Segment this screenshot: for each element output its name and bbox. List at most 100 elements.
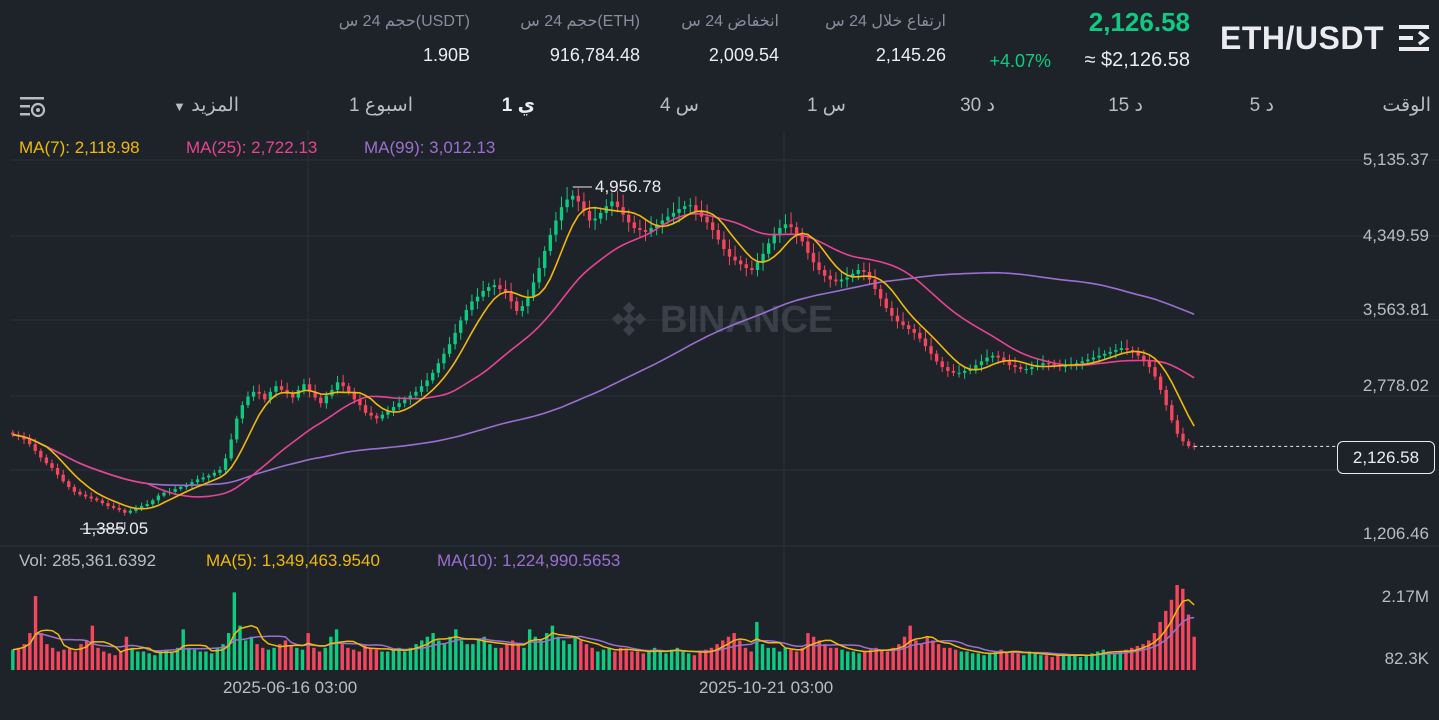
candle-body (716, 230, 720, 240)
candle-body (582, 201, 586, 211)
volume-bar (596, 651, 600, 670)
candle-body (683, 206, 687, 210)
volume-bar (187, 647, 191, 670)
volume-bar (686, 653, 691, 670)
candle-body (72, 487, 77, 492)
candle-body (1119, 348, 1124, 350)
price-chart[interactable]: BINANCE (0, 130, 1439, 720)
annotations (80, 186, 1337, 530)
volume-bar (522, 647, 526, 670)
volume-bar (1027, 651, 1032, 670)
volume-bar (584, 644, 589, 670)
volume-bar (510, 640, 515, 670)
volume-bar (1107, 651, 1111, 670)
volume-bar (119, 651, 123, 670)
menu-icon[interactable] (1397, 22, 1433, 59)
candle-body (822, 269, 827, 276)
volume-bar (1152, 633, 1157, 670)
candle-body (817, 262, 821, 270)
candle-body (923, 338, 928, 347)
candle-body (335, 382, 340, 390)
volume-bar (136, 651, 140, 670)
more-dropdown[interactable]: ▼ المزيد (173, 94, 239, 117)
volume-bar (102, 651, 106, 670)
candle-body (134, 507, 138, 511)
tab-15m[interactable]: 15 د (1108, 95, 1143, 116)
candle-body (761, 253, 765, 263)
stat-label-high: ارتفاع خلال 24 س (825, 13, 946, 30)
volume-bar (942, 647, 946, 670)
x-tick-1: 2025-06-16 03:00 (223, 678, 358, 697)
candle-body (850, 273, 855, 278)
tab-4h[interactable]: 4 س (659, 95, 699, 116)
volume-bar (948, 647, 952, 670)
volume-bar (1084, 655, 1088, 670)
volume-bar (880, 649, 884, 670)
volume-bar (726, 636, 731, 670)
candle-body (750, 268, 754, 270)
candle-body (526, 296, 530, 307)
volume-bar (368, 647, 373, 670)
volume-bar (1095, 651, 1100, 670)
candle-body (408, 395, 413, 400)
volume-bar (1039, 655, 1043, 670)
candle-body (179, 487, 183, 489)
volume-bar (454, 629, 458, 670)
volume-bar (777, 651, 782, 670)
volume-bar (493, 647, 498, 670)
tab-1w[interactable]: 1 اسبوع (349, 95, 413, 116)
tab-1d[interactable]: 1 ي (501, 95, 535, 116)
volume-bar (209, 653, 214, 670)
candle-body (145, 504, 149, 507)
candle-body (856, 269, 860, 274)
candle-body (783, 224, 788, 229)
ma25-legend: MA(25): 2,722.13 (186, 138, 318, 157)
candle-body (39, 450, 43, 458)
tab-1h[interactable]: 1 س (806, 95, 846, 116)
ma25-line (12, 212, 1195, 498)
candle-body (531, 282, 536, 297)
volume-bar (363, 644, 367, 670)
candle-body (632, 222, 636, 229)
volume-bar (738, 640, 742, 670)
volume-bar (828, 647, 833, 670)
tab-5m[interactable]: 5 د (1249, 95, 1274, 116)
candle-body (251, 391, 256, 397)
candle-body (1175, 420, 1180, 434)
volume-bar (545, 633, 549, 670)
volume-bar (28, 633, 32, 670)
candle-body (475, 296, 480, 302)
volume-bar (970, 653, 975, 670)
candle-body (386, 410, 390, 415)
volume-bar (22, 644, 26, 670)
binance-logo-icon (612, 302, 646, 336)
candle-body (727, 249, 732, 257)
candle-body (543, 250, 547, 269)
volume-bar (391, 649, 396, 670)
candle-body (1080, 361, 1084, 364)
volume-bar (1101, 649, 1105, 670)
volume-bar (664, 653, 668, 670)
candle-body (587, 210, 592, 221)
candle-body (106, 503, 110, 507)
chart-settings-icon[interactable] (18, 94, 48, 125)
volume-bar (306, 633, 310, 670)
volume-bar (851, 651, 856, 670)
volume-bar (312, 647, 316, 670)
volume-bar (1181, 588, 1185, 670)
volume-bar (709, 647, 714, 670)
candle-body (1158, 376, 1163, 390)
volume-bar (300, 649, 305, 670)
volume-bar (681, 651, 685, 670)
tab-30m[interactable]: 30 د (960, 95, 995, 116)
candle-body (755, 262, 760, 270)
volume-bar (45, 644, 49, 670)
pair-title[interactable]: ETH/USDT (1220, 20, 1384, 56)
volume-bar (39, 633, 43, 670)
candle-body (1153, 367, 1157, 377)
candle-body (1114, 349, 1118, 352)
volume-bar (874, 647, 878, 670)
candle-body (1147, 361, 1152, 368)
volume-bar (562, 640, 566, 670)
volume-bar (669, 649, 674, 670)
